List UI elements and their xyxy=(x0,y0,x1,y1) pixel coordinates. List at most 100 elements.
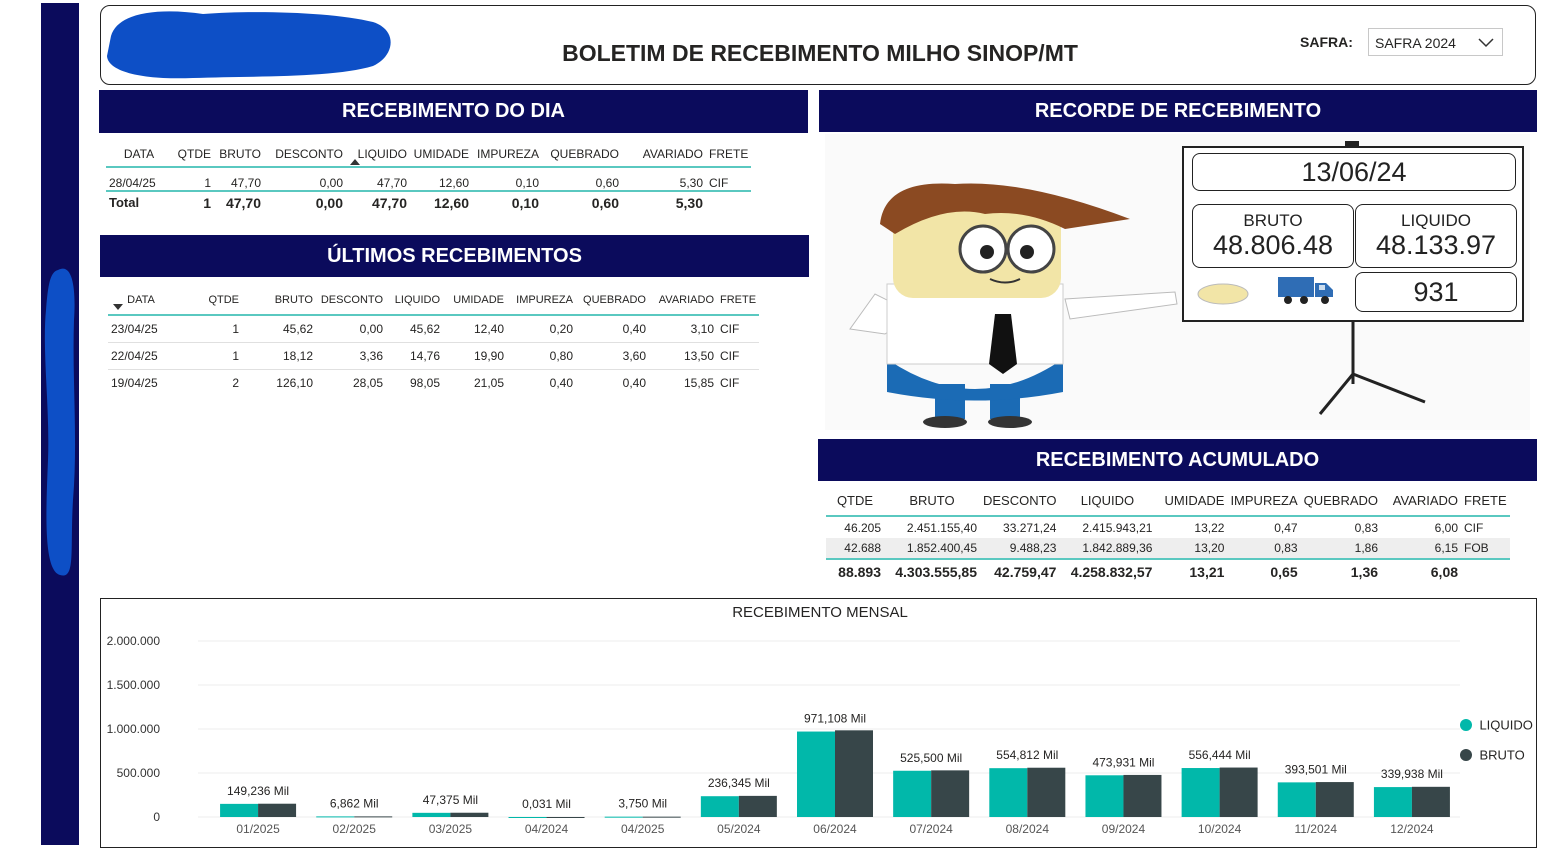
recebimento-dia-table: DATA QTDE BRUTO DESCONTO LIQUIDO UMIDADE… xyxy=(106,141,752,213)
x-tick-label: 04/2025 xyxy=(621,822,665,836)
col-header[interactable]: QUEBRADO xyxy=(542,141,622,168)
col-header[interactable]: AVARIADO xyxy=(622,141,706,168)
data-label: 339,938 Mil xyxy=(1381,767,1443,781)
col-header[interactable]: FRETE xyxy=(1461,486,1510,517)
x-tick-label: 07/2024 xyxy=(909,822,953,836)
bar-liquido xyxy=(604,816,643,818)
x-tick-label: 11/2024 xyxy=(1295,822,1338,836)
col-header[interactable]: DATA xyxy=(108,285,174,316)
x-tick-label: 05/2024 xyxy=(717,822,761,836)
safra-label: SAFRA: xyxy=(1300,34,1353,50)
bar-bruto xyxy=(1315,782,1354,817)
chart-frame xyxy=(100,598,1537,848)
chart-title: RECEBIMENTO MENSAL xyxy=(732,604,908,621)
legend-item-bruto[interactable]: BRUTO xyxy=(1460,746,1533,764)
col-header[interactable]: BRUTO xyxy=(884,486,980,517)
recorde-bruto-label: BRUTO xyxy=(1243,211,1303,230)
col-header[interactable]: UMIDADE xyxy=(410,141,472,168)
total-row: 88.893 4.303.555,85 42.759,47 4.258.832,… xyxy=(826,558,1510,583)
x-tick-label: 02/2025 xyxy=(333,822,377,836)
legend-label: LIQUIDO xyxy=(1479,717,1533,733)
x-tick-label: 10/2024 xyxy=(1198,822,1242,836)
bar-liquido xyxy=(508,816,547,818)
table-row: 42.688 1.852.400,45 9.488,23 1.842.889,3… xyxy=(826,538,1510,559)
recorde-bruto-box: BRUTO 48.806.48 xyxy=(1192,204,1354,268)
y-tick-label: 2.000.000 xyxy=(107,634,161,648)
col-header[interactable]: QTDE xyxy=(174,285,242,316)
ultimos-title: ÚLTIMOS RECEBIMENTOS xyxy=(100,235,809,277)
bar-bruto xyxy=(931,770,970,817)
col-header[interactable]: AVARIADO xyxy=(649,285,717,316)
col-header[interactable]: DESCONTO xyxy=(264,141,346,168)
data-label: 3,750 Mil xyxy=(618,797,667,811)
bar-liquido xyxy=(989,768,1028,817)
recorde-title: RECORDE DE RECEBIMENTO xyxy=(819,90,1537,132)
data-label: 525,500 Mil xyxy=(900,751,962,765)
acumulado-title: RECEBIMENTO ACUMULADO xyxy=(818,439,1537,481)
data-label: 971,108 Mil xyxy=(804,712,866,726)
total-row: Total 1 47,70 0,00 47,70 12,60 0,10 0,60… xyxy=(106,190,752,213)
col-header[interactable]: DESCONTO xyxy=(980,486,1060,517)
col-header[interactable]: UMIDADE xyxy=(1155,486,1228,517)
col-header[interactable]: IMPUREZA xyxy=(507,285,576,316)
col-header[interactable]: QTDE xyxy=(172,141,214,168)
col-header[interactable]: DESCONTO xyxy=(316,285,386,316)
legend-swatch xyxy=(1460,718,1472,731)
y-tick-label: 1.000.000 xyxy=(107,722,161,736)
table-row: 23/04/25 1 45,62 0,00 45,62 12,40 0,20 0… xyxy=(108,315,760,343)
bar-liquido xyxy=(1373,787,1412,817)
bar-liquido xyxy=(316,816,355,818)
chart-legend: LIQUIDO BRUTO xyxy=(1460,716,1533,764)
redacted-logo xyxy=(107,11,391,79)
ultimos-table: DATA QTDE BRUTO DESCONTO LIQUIDO UMIDADE… xyxy=(108,285,760,396)
x-tick-label: 03/2025 xyxy=(429,822,473,836)
bar-liquido xyxy=(220,803,259,817)
x-tick-label: 09/2024 xyxy=(1102,822,1146,836)
bar-bruto xyxy=(258,803,297,817)
x-tick-label: 01/2025 xyxy=(236,822,280,836)
safra-value: SAFRA 2024 xyxy=(1375,35,1456,51)
bar-bruto xyxy=(1027,767,1066,817)
data-label: 236,345 Mil xyxy=(708,776,770,790)
bar-liquido xyxy=(1085,775,1124,817)
table-row: 22/04/25 1 18,12 3,36 14,76 19,90 0,80 3… xyxy=(108,342,760,370)
recebimento-dia-title: RECEBIMENTO DO DIA xyxy=(99,90,808,133)
bar-bruto xyxy=(738,795,777,817)
recorde-date: 13/06/24 xyxy=(1301,157,1407,187)
col-header[interactable]: FRETE xyxy=(706,141,752,168)
page-title: BOLETIM DE RECEBIMENTO MILHO SINOP/MT xyxy=(562,40,1078,66)
bar-bruto xyxy=(546,816,585,818)
col-header[interactable]: LIQUIDO xyxy=(1059,486,1156,517)
col-header[interactable]: QTDE xyxy=(826,486,884,517)
bar-liquido xyxy=(1181,768,1220,817)
safra-dropdown[interactable]: SAFRA 2024 xyxy=(1368,28,1503,56)
col-header[interactable]: DATA xyxy=(106,141,172,168)
col-header[interactable]: BRUTO xyxy=(214,141,264,168)
col-header[interactable]: UMIDADE xyxy=(443,285,507,316)
y-tick-label: 500.000 xyxy=(117,766,161,780)
col-header[interactable]: FRETE xyxy=(717,285,760,316)
col-header[interactable]: IMPUREZA xyxy=(472,141,542,168)
recorde-date-box: 13/06/24 xyxy=(1192,153,1516,191)
data-label: 6,862 Mil xyxy=(330,796,379,810)
bar-liquido xyxy=(1277,782,1316,817)
col-header[interactable]: IMPUREZA xyxy=(1227,486,1301,517)
table-row: 46.205 2.451.155,40 33.271,24 2.415.943,… xyxy=(844,520,1484,535)
bar-bruto xyxy=(1123,774,1162,817)
col-header[interactable]: AVARIADO xyxy=(1381,486,1462,517)
y-tick-label: 1.500.000 xyxy=(107,678,161,692)
bar-bruto xyxy=(835,730,873,817)
y-tick-label: 0 xyxy=(153,810,160,824)
bar-bruto xyxy=(1219,767,1258,817)
data-label: 0,031 Mil xyxy=(522,797,571,811)
acumulado-table: QTDE BRUTO DESCONTO LIQUIDO UMIDADE IMPU… xyxy=(826,486,1510,583)
recorde-count: 931 xyxy=(1413,277,1459,307)
col-header[interactable]: LIQUIDO xyxy=(386,285,443,316)
col-header[interactable]: BRUTO xyxy=(242,285,316,316)
redacted-mark-left xyxy=(44,268,76,576)
data-label: 554,812 Mil xyxy=(996,748,1058,762)
legend-item-liquido[interactable]: LIQUIDO xyxy=(1460,716,1533,734)
col-header[interactable]: QUEBRADO xyxy=(1300,486,1382,517)
col-header[interactable]: QUEBRADO xyxy=(576,285,649,316)
recorde-bruto-value: 48.806.48 xyxy=(1212,230,1334,260)
